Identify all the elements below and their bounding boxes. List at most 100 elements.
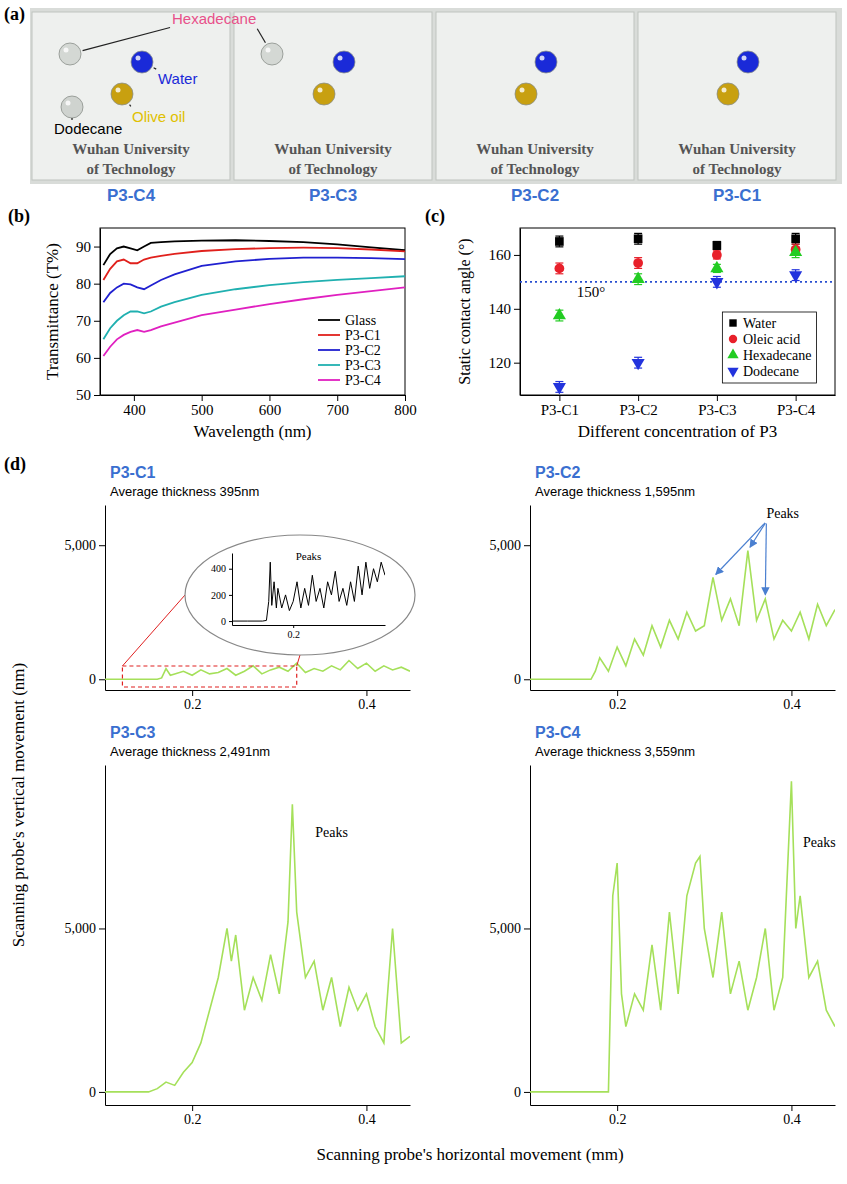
tick: 5,000 <box>490 921 531 936</box>
droplet-highlight <box>64 48 69 53</box>
tick-mark <box>514 363 520 364</box>
plot-area <box>105 661 410 680</box>
tick-mark <box>366 690 367 696</box>
tick-mark <box>791 1105 792 1111</box>
droplet-highlight <box>742 56 747 61</box>
slide-print: of Technology <box>87 161 176 177</box>
liquid-label: Olive oil <box>132 108 185 125</box>
tick-mark <box>405 395 406 401</box>
error-bar <box>555 236 563 247</box>
subplot: P3-C1Average thickness 395nm0.20.405,000… <box>65 464 416 712</box>
droplet <box>535 51 557 73</box>
legend-swatch <box>318 319 340 321</box>
axis: 0.2 <box>233 625 386 640</box>
tick: 0.2 <box>184 690 202 712</box>
error-bar-cap <box>634 233 642 234</box>
panel-label: (c) <box>425 206 445 227</box>
axis-title: Transmittance (T%) <box>43 243 62 380</box>
tick: 0.4 <box>358 1105 376 1127</box>
tick: 90 <box>76 239 100 255</box>
tick-mark <box>337 395 338 401</box>
legend-swatch <box>318 364 340 366</box>
inset-frame <box>185 535 415 655</box>
axis-line <box>531 690 836 691</box>
tick-mark <box>524 1092 530 1093</box>
leader-line <box>71 118 72 120</box>
tick: 600 <box>259 395 282 418</box>
legend-swatch <box>727 368 738 378</box>
axis-line <box>100 229 101 396</box>
droplet <box>717 83 739 105</box>
tick-label: 5,000 <box>490 921 522 936</box>
tick-mark <box>202 395 203 401</box>
tick-label: 50 <box>76 387 91 403</box>
tick-label: P3-C2 <box>619 402 657 418</box>
droplet <box>61 96 83 118</box>
axis: 50 60 70 80 90 <box>76 229 101 404</box>
line <box>105 661 410 680</box>
axis-line <box>232 554 233 626</box>
marker <box>789 271 802 282</box>
tick-label: 5,000 <box>65 538 97 553</box>
sample-label: P3-C2 <box>511 186 559 205</box>
legend-label: Oleic acid <box>743 332 800 347</box>
reference-label: 150° <box>577 284 606 300</box>
droplet <box>737 51 759 73</box>
marker <box>553 383 566 394</box>
tick: 70 <box>76 313 100 329</box>
sample-label: P3-C3 <box>309 186 357 205</box>
slide-print: of Technology <box>289 161 378 177</box>
marker <box>789 245 802 256</box>
figure: (a)Wuhan Universityof TechnologyP3-C4Wuh… <box>0 0 847 1184</box>
tick-mark <box>94 358 100 359</box>
liquid-label: Dodecane <box>54 120 122 137</box>
tick-mark <box>99 545 105 546</box>
axis-line <box>105 506 106 691</box>
tick: 5,000 <box>65 538 106 553</box>
tick-mark <box>514 309 520 310</box>
error-bar-cap <box>634 257 642 258</box>
error-bar-cap <box>792 244 800 245</box>
error-bar <box>713 241 721 249</box>
plot-area <box>530 781 835 1092</box>
tick: 140 <box>489 301 521 317</box>
tick-label: 60 <box>76 350 91 366</box>
tick-label: 0.4 <box>358 1112 376 1127</box>
legend-frame <box>722 312 816 383</box>
droplet-highlight <box>116 88 121 93</box>
plot-area <box>520 233 835 394</box>
legend-swatch <box>729 319 736 326</box>
panel-b: (b)4005006007008005060708090GlassP3-C1P3… <box>8 206 417 441</box>
error-bar-cap <box>634 268 642 269</box>
tick-label: 160 <box>489 247 512 263</box>
subplot-subtitle: Average thickness 395nm <box>110 484 259 499</box>
legend-label: P3-C3 <box>345 358 381 373</box>
axis: 05,000 <box>490 766 531 1106</box>
legend-swatch <box>727 348 738 358</box>
tick-label: 80 <box>76 276 91 292</box>
tick: 0 <box>89 672 105 687</box>
axis-title: Static contact angle (°) <box>456 238 474 384</box>
marker <box>712 250 722 260</box>
error-bar-cap <box>555 246 563 247</box>
plot-frame <box>520 228 835 395</box>
tick-mark <box>617 1105 618 1111</box>
tick: P3-C2 <box>619 395 657 418</box>
axis-line <box>233 625 386 626</box>
tick-label: 0.2 <box>184 1112 202 1127</box>
tick-label: 0.4 <box>783 697 801 712</box>
tick: 0.2 <box>609 1105 627 1127</box>
tick-mark <box>791 690 792 696</box>
tick-mark <box>229 595 232 596</box>
error-bar <box>713 251 721 259</box>
tick-label: 5,000 <box>65 921 97 936</box>
droplet-highlight <box>520 88 525 93</box>
liquid-label: Hexadecane <box>172 10 256 27</box>
axis-line <box>105 766 106 1106</box>
plot-area <box>105 804 410 1092</box>
tick-label: 0.2 <box>609 1112 627 1127</box>
error-bar-cap <box>555 262 563 263</box>
panel-a: (a)Wuhan Universityof TechnologyP3-C4Wuh… <box>4 4 842 205</box>
legend-label: P3-C4 <box>345 373 381 388</box>
line <box>103 258 405 303</box>
